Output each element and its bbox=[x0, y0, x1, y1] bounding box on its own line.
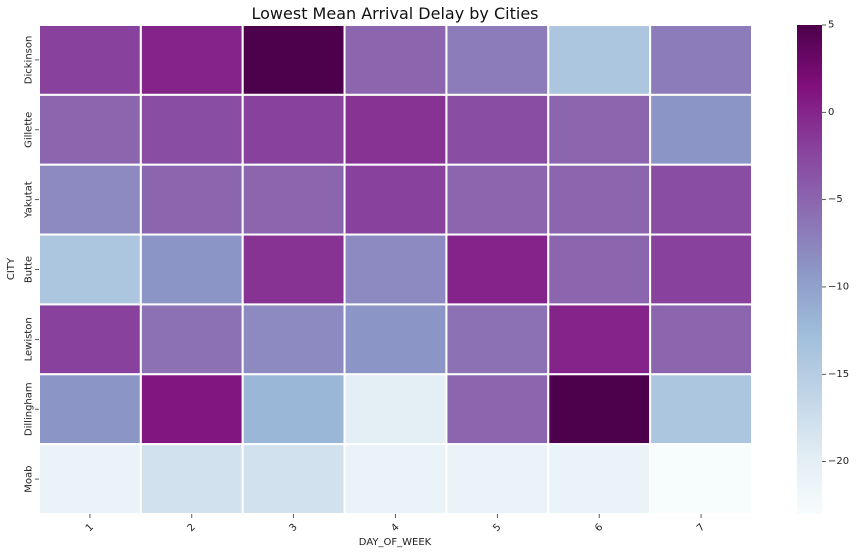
colorbar-tick-label: −15 bbox=[828, 369, 849, 380]
heatmap-cell-gillette-day-1 bbox=[38, 93, 142, 166]
heatmap-cell-butte-day-7 bbox=[649, 233, 754, 306]
heatmap-cell-moab-day-7 bbox=[649, 443, 754, 515]
x-tick-label-1: 1 bbox=[84, 522, 96, 534]
heatmap-cell-lewiston-day-7 bbox=[649, 303, 754, 376]
heatmap-cell-butte-day-2 bbox=[139, 233, 244, 306]
heatmap-cells bbox=[38, 24, 754, 515]
colorbar-tick-label: −5 bbox=[828, 194, 843, 205]
x-tick-label-5: 5 bbox=[491, 522, 503, 534]
heatmap-cell-dickinson-day-5 bbox=[445, 24, 550, 96]
heatmap-cell-moab-day-1 bbox=[38, 443, 142, 515]
y-tick-label-gillette: Gillette bbox=[24, 112, 35, 148]
heatmap-cell-dillingham-day-2 bbox=[139, 373, 244, 446]
y-tick-label-lewiston: Lewiston bbox=[24, 317, 35, 361]
heatmap-cell-yakutat-day-3 bbox=[241, 163, 346, 236]
heatmap-cell-gillette-day-3 bbox=[241, 93, 346, 166]
y-tick-label-dickinson: Dickinson bbox=[24, 36, 35, 85]
y-tick-labels: Dickinson Gillette Yakutat Butte Lewiston Dil… bbox=[24, 36, 39, 493]
heatmap-cell-yakutat-day-5 bbox=[445, 163, 550, 236]
heatmap-cell-dickinson-day-4 bbox=[343, 24, 448, 96]
chart-title: Lowest Mean Arrival Delay by Cities bbox=[252, 4, 539, 23]
x-tick-label-3: 3 bbox=[287, 522, 299, 534]
heatmap-cell-butte-day-4 bbox=[343, 233, 448, 306]
colorbar-tick-label: −10 bbox=[828, 281, 849, 292]
heatmap-cell-lewiston-day-1 bbox=[38, 303, 142, 376]
heatmap-cell-yakutat-day-1 bbox=[38, 163, 142, 236]
heatmap-cell-yakutat-day-2 bbox=[139, 163, 244, 236]
heatmap-cell-lewiston-day-2 bbox=[139, 303, 244, 376]
heatmap-cell-dickinson-day-3 bbox=[241, 24, 346, 96]
heatmap-cell-dillingham-day-1 bbox=[38, 373, 142, 446]
heatmap-cell-lewiston-day-3 bbox=[241, 303, 346, 376]
x-tick-labels: 1 2 3 4 5 6 7 bbox=[84, 514, 707, 534]
heatmap-cell-dickinson-day-1 bbox=[38, 24, 142, 96]
heatmap-cell-lewiston-day-4 bbox=[343, 303, 448, 376]
heatmap-cell-dillingham-day-6 bbox=[547, 373, 652, 446]
heatmap-cell-gillette-day-6 bbox=[547, 93, 652, 166]
heatmap-cell-gillette-day-4 bbox=[343, 93, 448, 166]
heatmap-cell-gillette-day-7 bbox=[649, 93, 754, 166]
heatmap-cell-yakutat-day-7 bbox=[649, 163, 754, 236]
heatmap-cell-butte-day-3 bbox=[241, 233, 346, 306]
y-tick-label-dillingham: Dillingham bbox=[24, 382, 35, 436]
heatmap-cell-dickinson-day-2 bbox=[139, 24, 244, 96]
heatmap-cell-dillingham-day-3 bbox=[241, 373, 346, 446]
colorbar-tick-label: 0 bbox=[828, 107, 834, 118]
heatmap-cell-moab-day-5 bbox=[445, 443, 550, 515]
x-tick-label-7: 7 bbox=[695, 522, 707, 534]
heatmap-cell-dickinson-day-7 bbox=[649, 24, 754, 96]
heatmap-cell-moab-day-4 bbox=[343, 443, 448, 515]
colorbar-ticks: 5 0 −5 −10 −15 −20 bbox=[822, 20, 849, 467]
heatmap-cell-lewiston-day-6 bbox=[547, 303, 652, 376]
x-tick-label-6: 6 bbox=[593, 522, 605, 534]
x-axis-label: DAY_OF_WEEK bbox=[359, 537, 432, 548]
heatmap-cell-moab-day-3 bbox=[241, 443, 346, 515]
heatmap-cell-gillette-day-5 bbox=[445, 93, 550, 166]
x-tick-label-4: 4 bbox=[389, 522, 401, 534]
heatmap-cell-butte-day-5 bbox=[445, 233, 550, 306]
y-tick-label-yakutat: Yakutat bbox=[24, 181, 35, 219]
heatmap-cell-yakutat-day-6 bbox=[547, 163, 652, 236]
colorbar-tick-label: −20 bbox=[828, 456, 849, 467]
colorbar-tick-label: 5 bbox=[828, 20, 834, 31]
heatmap-cell-lewiston-day-5 bbox=[445, 303, 550, 376]
y-axis-label: CITY bbox=[6, 257, 17, 280]
y-tick-label-butte: Butte bbox=[24, 256, 35, 283]
heatmap-cell-moab-day-6 bbox=[547, 443, 652, 515]
heatmap-cell-dickinson-day-6 bbox=[547, 24, 652, 96]
heatmap-cell-butte-day-6 bbox=[547, 233, 652, 306]
heatmap-cell-dillingham-day-7 bbox=[649, 373, 754, 446]
y-tick-label-moab: Moab bbox=[24, 465, 35, 492]
heatmap-cell-dillingham-day-5 bbox=[445, 373, 550, 446]
heatmap-cell-butte-day-1 bbox=[38, 233, 142, 306]
heatmap-cell-dillingham-day-4 bbox=[343, 373, 448, 446]
heatmap-cell-gillette-day-2 bbox=[139, 93, 244, 166]
colorbar bbox=[797, 25, 822, 514]
heatmap-cell-yakutat-day-4 bbox=[343, 163, 448, 236]
heatmap-cell-moab-day-2 bbox=[139, 443, 244, 515]
x-tick-label-2: 2 bbox=[186, 522, 198, 534]
